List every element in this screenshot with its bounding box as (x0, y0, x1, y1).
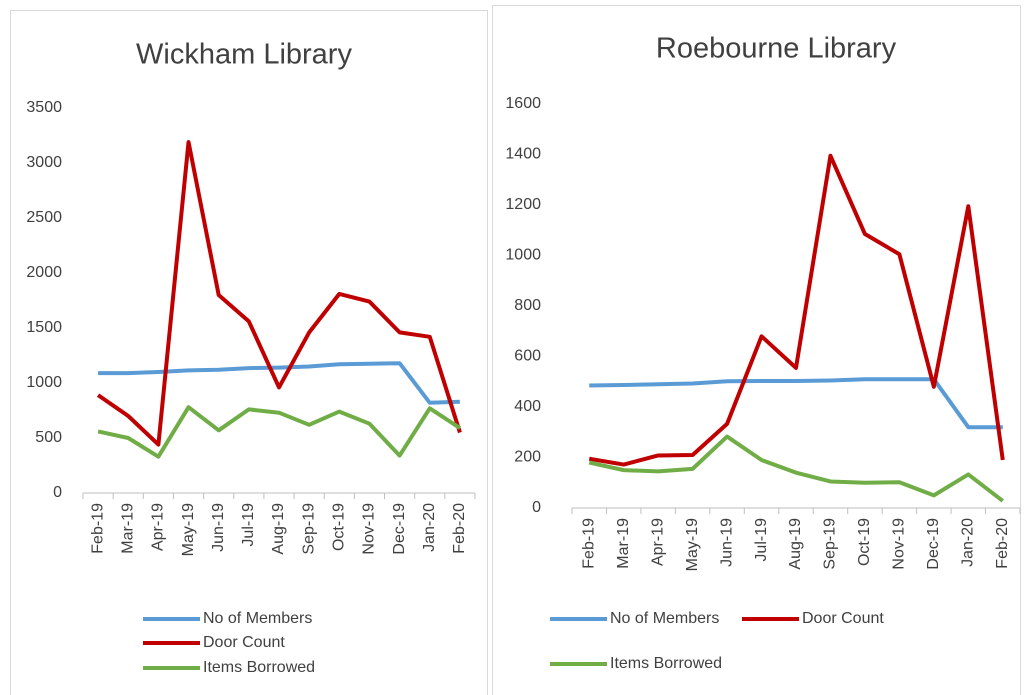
series-line (588, 434, 1004, 503)
y-tick-label: 1400 (505, 146, 541, 163)
y-tick-label: 800 (514, 297, 541, 314)
x-tick-label: Nov-19 (891, 518, 908, 570)
x-tick-label: Dec-19 (925, 518, 942, 570)
chart-panel (10, 10, 488, 695)
legend-label: Door Count (802, 610, 884, 627)
x-tick-label: Jul-19 (240, 503, 257, 547)
legend-label: Items Borrowed (203, 659, 315, 676)
x-tick-label: Apr-19 (649, 518, 666, 566)
y-tick-label: 400 (514, 398, 541, 415)
x-tick-label: Oct-19 (856, 518, 873, 566)
x-tick-label: May-19 (684, 518, 701, 571)
x-tick-label: Feb-20 (451, 503, 468, 554)
y-tick-label: 1000 (26, 374, 62, 391)
series-line (98, 361, 460, 405)
y-tick-label: 1500 (26, 319, 62, 336)
chart-title: Wickham Library (136, 39, 352, 71)
x-tick-label: Feb-19 (89, 503, 106, 554)
legend-label: Items Borrowed (610, 655, 722, 672)
y-tick-label: 1600 (505, 95, 541, 112)
legend-label: No of Members (610, 610, 719, 627)
x-tick-label: Mar-19 (615, 518, 632, 569)
y-tick-label: 3000 (26, 154, 62, 171)
legend-label: No of Members (203, 610, 312, 627)
x-tick-label: Aug-19 (787, 518, 804, 570)
x-tick-label: Jan-20 (421, 503, 438, 552)
x-tick-label: Sep-19 (822, 518, 839, 570)
x-tick-label: Feb-20 (994, 518, 1011, 569)
x-tick-label: Apr-19 (150, 503, 167, 551)
x-tick-label: Aug-19 (270, 503, 287, 555)
y-tick-label: 0 (532, 499, 541, 516)
x-tick-label: Oct-19 (331, 503, 348, 551)
x-tick-label: May-19 (180, 503, 197, 556)
x-tick-label: Mar-19 (119, 503, 136, 554)
y-tick-label: 1200 (505, 196, 541, 213)
series-line (97, 405, 462, 459)
y-tick-label: 1000 (505, 247, 541, 264)
series-line (96, 140, 462, 447)
x-tick-label: Nov-19 (361, 503, 378, 555)
y-tick-label: 2000 (26, 264, 62, 281)
y-tick-label: 0 (53, 484, 62, 501)
x-tick-label: Jun-19 (210, 503, 227, 552)
chart-title: Roebourne Library (656, 33, 897, 65)
y-tick-label: 2500 (26, 209, 62, 226)
x-tick-label: Jul-19 (753, 518, 770, 562)
y-tick-label: 500 (35, 429, 62, 446)
x-tick-label: Jan-20 (960, 518, 977, 567)
x-tick-label: Dec-19 (391, 503, 408, 555)
series-line (588, 153, 1005, 467)
x-tick-label: Feb-19 (580, 518, 597, 569)
y-tick-label: 3500 (26, 99, 62, 116)
x-tick-label: Jun-19 (718, 518, 735, 567)
y-tick-label: 600 (514, 348, 541, 365)
y-tick-label: 200 (514, 449, 541, 466)
x-tick-label: Sep-19 (300, 503, 317, 555)
legend-label: Door Count (203, 634, 285, 651)
